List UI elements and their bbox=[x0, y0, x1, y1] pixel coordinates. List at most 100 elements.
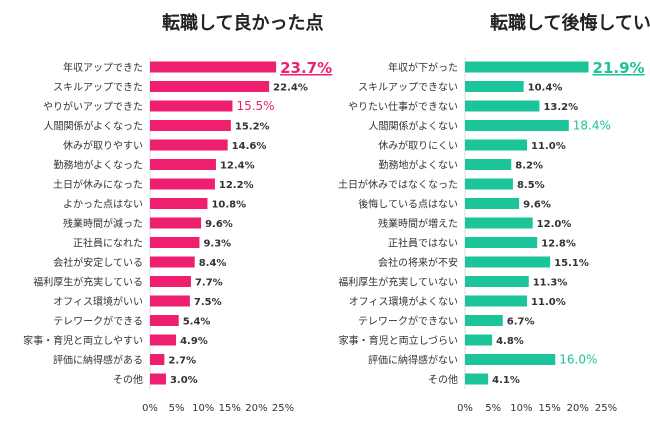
left-bar bbox=[150, 354, 165, 365]
left-bar bbox=[150, 295, 190, 307]
left-value-label: 15.2% bbox=[235, 122, 270, 133]
left-bar bbox=[150, 61, 277, 73]
right-bar bbox=[465, 354, 556, 365]
right-category-label: 土日が休みではなくなった bbox=[338, 178, 458, 191]
right-bar bbox=[465, 276, 529, 287]
right-value-label: 10.4% bbox=[528, 83, 563, 94]
left-bar bbox=[150, 217, 202, 229]
left-bar bbox=[150, 198, 208, 209]
left-bar bbox=[150, 373, 166, 385]
left-category-label: 勤務地がよくなった bbox=[54, 159, 144, 172]
left-category-label: 家事・育児と両立しやすい bbox=[23, 334, 143, 347]
right-category-label: 福利厚生が充実していない bbox=[338, 276, 458, 289]
right-bar bbox=[465, 178, 513, 190]
left-value-label: 9.6% bbox=[205, 219, 233, 230]
left-category-label: よかった点はない bbox=[63, 199, 143, 211]
left-bar bbox=[150, 81, 270, 92]
right-category-label: その他 bbox=[428, 373, 458, 386]
right-category-label: 残業時間が増えた bbox=[378, 217, 458, 230]
right-value-label: 21.9% bbox=[593, 59, 645, 77]
left-category-label: 評価に納得感がある bbox=[53, 354, 143, 367]
left-x-tick-label: 20% bbox=[245, 403, 267, 414]
left-category-label: 土日が休みになった bbox=[53, 178, 143, 191]
right-bar bbox=[465, 217, 533, 229]
right-category-label: 会社の将来が不安 bbox=[378, 256, 458, 269]
right-x-tick-label: 5% bbox=[485, 403, 501, 414]
right-value-label: 15.1% bbox=[554, 258, 589, 269]
left-bar bbox=[150, 237, 200, 248]
right-value-label: 18.4% bbox=[573, 119, 611, 133]
left-value-label: 9.3% bbox=[203, 239, 231, 250]
right-category-label: 人間関係がよくない bbox=[369, 120, 459, 133]
left-category-label: 人間関係がよくなった bbox=[44, 120, 144, 133]
right-value-label: 16.0% bbox=[559, 353, 597, 367]
left-category-label: 休みが取りやすい bbox=[63, 139, 143, 152]
right-bar bbox=[465, 159, 512, 170]
left-value-label: 2.7% bbox=[168, 356, 196, 367]
left-bar bbox=[150, 178, 215, 190]
right-x-tick-label: 0% bbox=[457, 403, 473, 414]
right-value-label: 12.0% bbox=[537, 219, 572, 230]
right-category-label: 後悔している点はない bbox=[358, 198, 458, 211]
right-bar bbox=[465, 139, 528, 151]
left-value-label: 8.4% bbox=[199, 258, 227, 269]
left-bar bbox=[150, 256, 195, 268]
left-category-label: テレワークができる bbox=[53, 315, 143, 328]
right-value-label: 4.1% bbox=[492, 375, 520, 386]
left-bar bbox=[150, 334, 177, 346]
left-value-label: 10.8% bbox=[211, 200, 246, 211]
right-bar bbox=[465, 334, 493, 346]
right-bar bbox=[465, 61, 589, 73]
left-chart-title: 転職して良かった点 bbox=[162, 12, 323, 34]
left-x-tick-label: 15% bbox=[219, 403, 241, 414]
right-x-tick-label: 10% bbox=[510, 403, 532, 414]
left-bar bbox=[150, 315, 179, 326]
left-x-tick-label: 25% bbox=[272, 403, 294, 414]
right-bar bbox=[465, 120, 569, 131]
left-value-label: 22.4% bbox=[273, 83, 308, 94]
right-chart-title: 転職して後悔している点 bbox=[490, 12, 650, 34]
right-value-label: 6.7% bbox=[507, 317, 535, 328]
left-category-label: スキルアップできた bbox=[53, 82, 143, 94]
right-category-label: テレワークができない bbox=[358, 315, 458, 328]
left-x-tick-label: 0% bbox=[142, 403, 158, 414]
left-category-label: 年収アップできた bbox=[63, 61, 143, 74]
left-x-tick-label: 10% bbox=[192, 403, 214, 414]
left-category-label: 福利厚生が充実している bbox=[33, 276, 143, 289]
left-bar bbox=[150, 276, 191, 287]
right-bar bbox=[465, 315, 503, 326]
left-category-label: 残業時間が減った bbox=[63, 217, 143, 230]
right-category-label: 正社員ではない bbox=[388, 237, 458, 250]
right-bar bbox=[465, 373, 489, 385]
right-value-label: 4.8% bbox=[496, 336, 524, 347]
left-category-label: その他 bbox=[113, 373, 143, 386]
left-value-label: 12.4% bbox=[220, 161, 255, 172]
right-bar bbox=[465, 295, 528, 307]
right-category-label: 家事・育児と両立しづらい bbox=[339, 334, 458, 347]
left-value-label: 3.0% bbox=[170, 375, 198, 386]
left-value-label: 7.5% bbox=[194, 297, 222, 308]
left-value-label: 14.6% bbox=[232, 141, 267, 152]
left-category-label: オフィス環境がいい bbox=[53, 295, 143, 308]
left-value-label: 15.5% bbox=[236, 99, 274, 113]
left-bar bbox=[150, 120, 231, 131]
right-bar bbox=[465, 100, 540, 112]
right-value-label: 8.5% bbox=[517, 180, 545, 191]
left-value-label: 4.9% bbox=[180, 336, 208, 347]
right-category-label: 評価に納得感がない bbox=[368, 354, 458, 367]
right-category-label: 年収が下がった bbox=[388, 61, 458, 74]
left-value-label: 12.2% bbox=[219, 180, 254, 191]
left-bar bbox=[150, 100, 233, 112]
right-x-tick-label: 20% bbox=[567, 403, 589, 414]
left-category-label: やりがいアップできた bbox=[43, 100, 143, 113]
right-value-label: 11.0% bbox=[531, 141, 566, 152]
right-value-label: 8.2% bbox=[515, 161, 543, 172]
right-value-label: 13.2% bbox=[543, 102, 578, 113]
right-value-label: 11.3% bbox=[533, 278, 568, 289]
left-value-label: 23.7% bbox=[280, 59, 332, 77]
right-bar bbox=[465, 237, 538, 248]
right-category-label: やりたい仕事ができない bbox=[348, 100, 458, 113]
right-bar bbox=[465, 81, 524, 92]
right-category-label: オフィス環境がよくない bbox=[349, 295, 458, 308]
